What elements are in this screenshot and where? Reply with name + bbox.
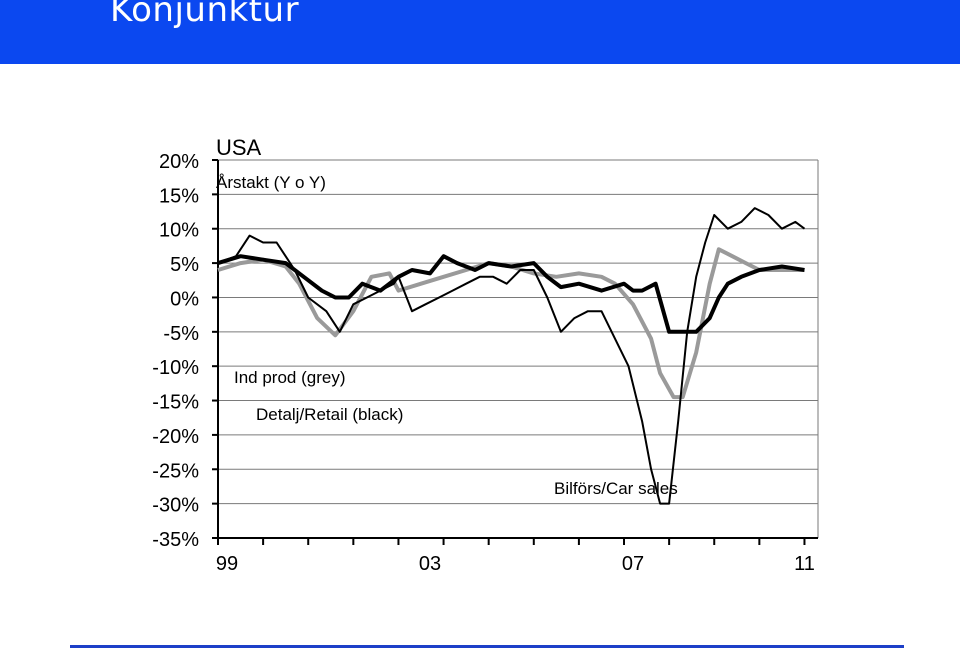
- series-line-3: [217, 207, 806, 505]
- title-banner: Konjunktur: [0, 0, 960, 64]
- labels: USA Årstakt (Y o Y) Ind prod (grey) Deta…: [216, 135, 678, 498]
- x-tick-label: 07: [622, 553, 644, 575]
- y-tick-label: 5%: [170, 254, 199, 276]
- y-tick-label: -10%: [152, 357, 199, 379]
- annotation-ind-prod: Ind prod (grey): [234, 368, 346, 387]
- y-tick-label: 0%: [170, 288, 199, 310]
- axes: 20% 15% 10% 5% 0% -5% -10% -15% -20% -25% -30% -35%…: [152, 151, 818, 575]
- grid-lines: [218, 159, 819, 539]
- x-tick-label: 03: [419, 553, 441, 575]
- y-tick-label: -35%: [152, 529, 199, 551]
- series-lines: [217, 207, 806, 505]
- x-tick-label: 99: [216, 553, 238, 575]
- y-tick-label: -15%: [152, 392, 199, 414]
- y-tick-label: -25%: [152, 460, 199, 482]
- y-tick-label: 10%: [159, 220, 199, 242]
- chart-title: USA: [216, 135, 262, 160]
- y-tick-label: 20%: [159, 151, 199, 173]
- x-tick-label: 11: [794, 553, 815, 575]
- y-tick-label: -5%: [163, 323, 199, 345]
- annotation-retail: Detalj/Retail (black): [256, 405, 403, 424]
- chart-subtitle: Årstakt (Y o Y): [216, 173, 326, 192]
- footer-divider: [70, 645, 904, 648]
- y-tick-label: -30%: [152, 495, 199, 517]
- series-line-2: [217, 254, 805, 334]
- page-title: Konjunktur: [110, 0, 300, 30]
- y-tick-label: 15%: [159, 185, 199, 207]
- annotation-car-sales: Bilförs/Car sales: [554, 479, 678, 498]
- y-tick-label: -20%: [152, 426, 199, 448]
